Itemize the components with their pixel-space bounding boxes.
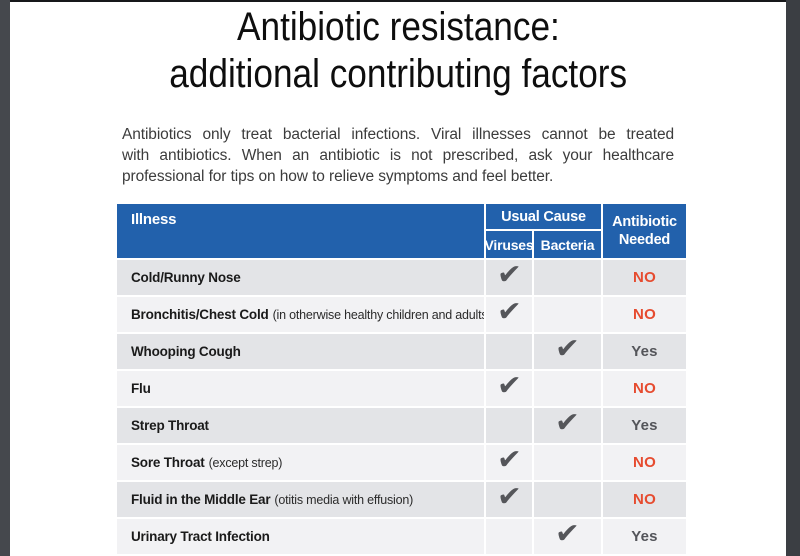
antibiotic-needed-line1: Antibiotic [612, 214, 677, 230]
bacteria-cell [532, 371, 601, 406]
antibiotic-needed-cell: Yes [601, 334, 686, 369]
table-row: Flu ✔ NO [117, 367, 686, 406]
illness-cell: Strep Throat [117, 408, 484, 443]
intro-line: Antibiotics only treat bacterial infecti… [122, 126, 674, 143]
illness-note: (in otherwise healthy children and adult… [272, 307, 484, 322]
viruses-cell [484, 408, 532, 443]
page-title-line1: Antibiotic resistance: [236, 5, 560, 49]
antibiotic-needed-cell: NO [601, 297, 686, 332]
page-title: Antibiotic resistance: additional contri… [10, 4, 786, 98]
illness-cell: Urinary Tract Infection [117, 519, 484, 554]
illness-name: Whooping Cough [131, 344, 241, 359]
checkmark-icon: ✔ [496, 441, 523, 477]
column-group-header-usual-cause: Usual Cause [484, 204, 601, 231]
viruses-cell [484, 519, 532, 554]
antibiotic-needed-value: NO [633, 491, 656, 508]
page-title-line2: additional contributing factors [169, 52, 627, 96]
intro-paragraph: Antibiotics only treat bacterial infecti… [122, 124, 674, 187]
illness-table: Illness Usual Cause Viruses Bacteria Ant… [117, 204, 686, 554]
antibiotic-needed-value: NO [633, 454, 656, 471]
bacteria-cell: ✔ [532, 515, 601, 554]
column-header-viruses: Viruses [484, 231, 534, 258]
bacteria-cell [532, 297, 601, 332]
illness-cell: Bronchitis/Chest Cold (in otherwise healt… [117, 297, 484, 332]
table-body: Cold/Runny Nose ✔ NO Bronchitis/Chest Cold(… [117, 256, 686, 554]
checkmark-icon: ✔ [496, 478, 523, 514]
illness-name: Flu [131, 381, 151, 396]
viewer-left-edge [0, 0, 10, 556]
bacteria-cell: ✔ [532, 330, 601, 369]
illness-cell: Flu [117, 371, 484, 406]
antibiotic-needed-value: NO [633, 306, 656, 323]
illness-name: Fluid in the Middle Ear [131, 492, 271, 507]
illness-note: (except strep) [208, 455, 283, 470]
intro-line: with antibiotics. When an antibiotic is … [122, 147, 674, 164]
illness-name: Bronchitis/Chest Cold [131, 307, 269, 322]
checkmark-icon: ✔ [554, 515, 581, 551]
bacteria-cell [532, 445, 601, 480]
viewer-right-edge [786, 0, 800, 556]
illness-cell: Fluid in the Middle Ear (otitis media wit… [117, 482, 484, 517]
illness-name: Cold/Runny Nose [131, 270, 241, 285]
antibiotic-needed-cell: Yes [601, 519, 686, 554]
table-row: Cold/Runny Nose ✔ NO [117, 256, 686, 295]
table-row: Fluid in the Middle Ear (otitis media wit… [117, 478, 686, 517]
column-header-antibiotic-needed: Antibiotic Needed [601, 204, 686, 258]
illness-name: Urinary Tract Infection [131, 529, 270, 544]
viruses-cell: ✔ [484, 478, 532, 517]
bacteria-cell [532, 260, 601, 295]
checkmark-icon: ✔ [496, 293, 523, 329]
checkmark-icon: ✔ [496, 367, 523, 403]
antibiotic-needed-cell: NO [601, 371, 686, 406]
antibiotic-needed-cell: NO [601, 482, 686, 517]
antibiotic-needed-value: NO [633, 269, 656, 286]
illness-cell: Cold/Runny Nose [117, 260, 484, 295]
column-header-bacteria: Bacteria [532, 231, 601, 258]
bacteria-cell: ✔ [532, 404, 601, 443]
antibiotic-needed-cell: NO [601, 445, 686, 480]
illness-name: Sore Throat [131, 455, 205, 470]
table-header: Illness Usual Cause Viruses Bacteria Ant… [117, 204, 686, 258]
antibiotic-needed-value: Yes [631, 343, 658, 360]
checkmark-icon: ✔ [496, 256, 523, 292]
viruses-cell: ✔ [484, 367, 532, 406]
antibiotic-needed-value: Yes [631, 528, 658, 545]
antibiotic-needed-cell: NO [601, 260, 686, 295]
column-header-illness: Illness [131, 211, 177, 228]
table-row: Strep Throat ✔ Yes [117, 404, 686, 443]
viruses-cell: ✔ [484, 293, 532, 332]
bacteria-cell [532, 482, 601, 517]
table-row: Urinary Tract Infection ✔ Yes [117, 515, 686, 554]
intro-line: professional for tips on how to relieve … [122, 168, 554, 185]
viruses-cell: ✔ [484, 441, 532, 480]
table-row: Sore Throat (except strep) ✔ NO [117, 441, 686, 480]
checkmark-icon: ✔ [554, 330, 581, 366]
illness-name: Strep Throat [131, 418, 209, 433]
viruses-cell: ✔ [484, 256, 532, 295]
illness-note: (otitis media with effusion) [274, 492, 414, 507]
antibiotic-needed-value: Yes [631, 417, 658, 434]
illness-cell: Sore Throat (except strep) [117, 445, 484, 480]
table-row: Bronchitis/Chest Cold (in otherwise healt… [117, 293, 686, 332]
antibiotic-needed-line2: Needed [618, 232, 671, 248]
slide-top-border [0, 0, 800, 2]
antibiotic-needed-value: NO [633, 380, 656, 397]
checkmark-icon: ✔ [554, 404, 581, 440]
viruses-cell [484, 334, 532, 369]
antibiotic-needed-cell: Yes [601, 408, 686, 443]
illness-cell: Whooping Cough [117, 334, 484, 369]
table-row: Whooping Cough ✔ Yes [117, 330, 686, 369]
